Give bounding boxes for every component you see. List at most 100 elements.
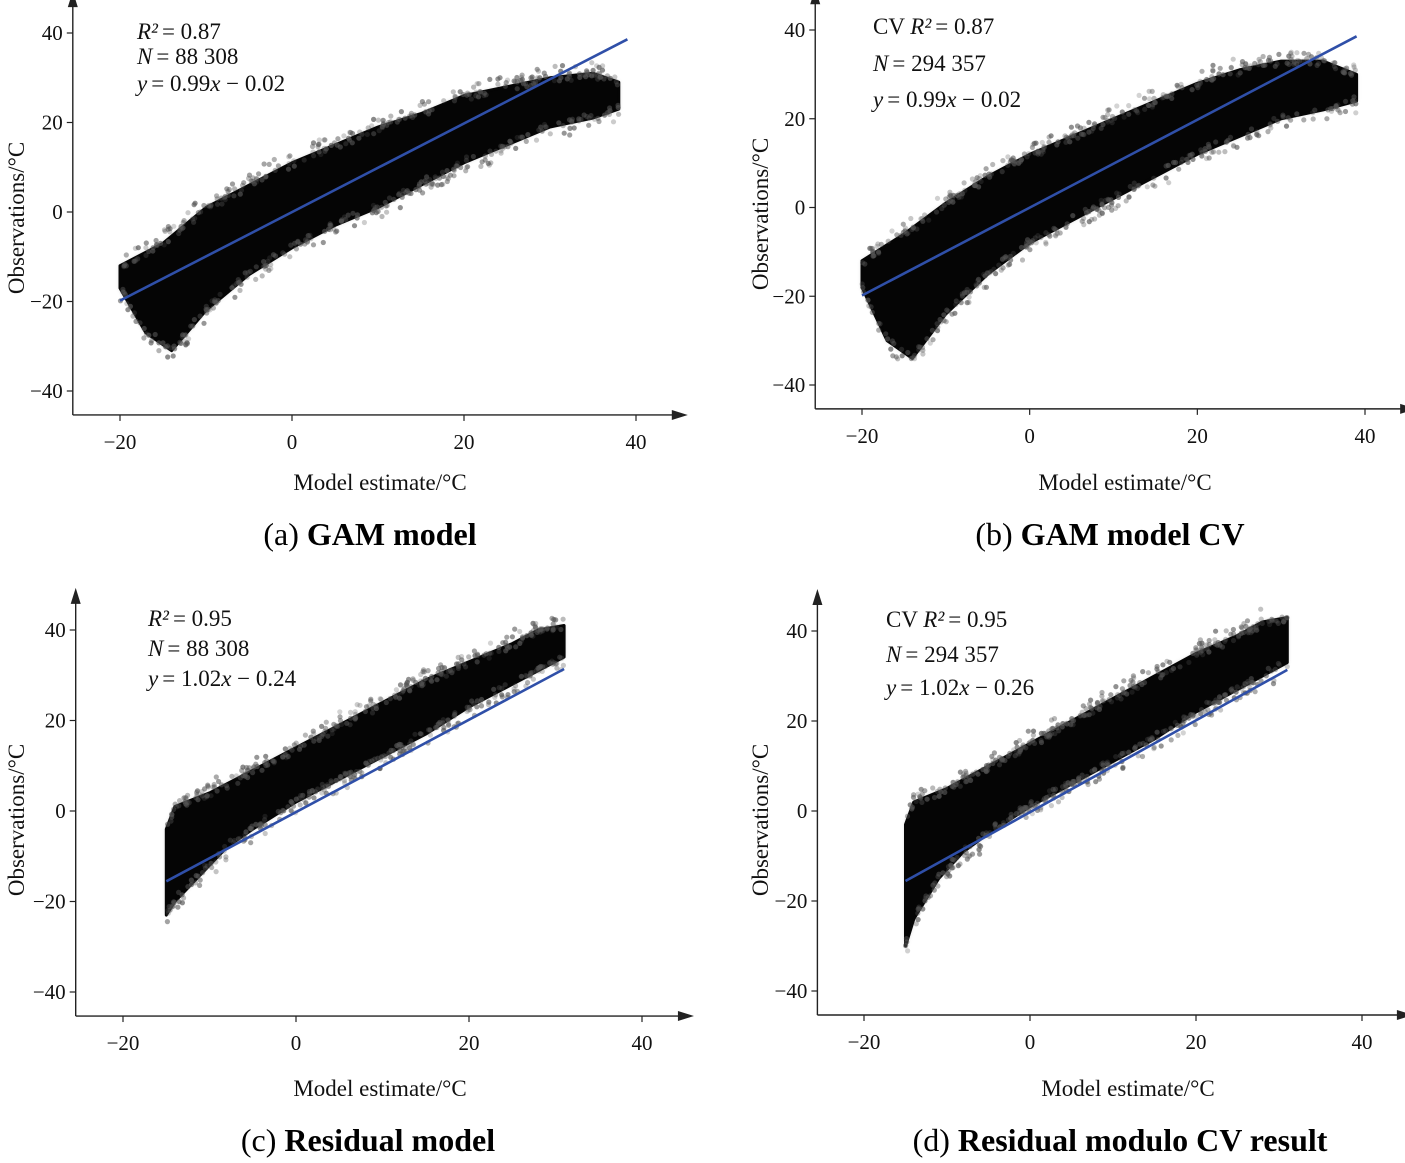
scatter-point-b xyxy=(1351,94,1357,100)
scatter-point-b xyxy=(1102,114,1108,121)
scatter-point-d xyxy=(1190,712,1196,718)
scatter-point-d xyxy=(1245,678,1251,685)
y-tick-label-d-40: 40 xyxy=(786,619,807,643)
scatter-point-c xyxy=(352,715,358,722)
axis-titles-b: Model estimate/°C Observations/°C xyxy=(748,138,1212,495)
scatter-point-d xyxy=(1149,735,1155,741)
scatter-point-b xyxy=(888,346,894,352)
scatter-point-b xyxy=(1068,124,1074,130)
scatter-point-d xyxy=(931,794,938,801)
scatter-point-b xyxy=(1127,183,1133,190)
scatter-point-d xyxy=(1008,811,1014,817)
scatter-point-d xyxy=(1265,665,1271,672)
y-tick-label-a-0: 0 xyxy=(52,200,63,224)
scatter-point-a xyxy=(143,331,149,337)
scatter-point-c xyxy=(493,692,499,698)
scatter-point-c xyxy=(352,711,358,718)
y-tick-label-b--20: −20 xyxy=(772,284,805,308)
scatter-point-b xyxy=(1301,50,1307,56)
scatter-point-a xyxy=(305,233,311,239)
scatter-point-a xyxy=(365,125,371,131)
scatter-point-d xyxy=(934,788,940,795)
scatter-point-b xyxy=(1039,139,1045,146)
scatter-point-d xyxy=(1241,684,1247,690)
scatter-point-a xyxy=(372,205,378,211)
scatter-point-d xyxy=(975,771,981,777)
scatter-point-d xyxy=(1222,638,1228,644)
scatter-point-a xyxy=(375,117,381,123)
scatter-point-b xyxy=(1090,125,1096,131)
scatter-point-b xyxy=(934,328,941,334)
scatter-point-b xyxy=(920,218,926,224)
scatter-point-b xyxy=(1190,156,1196,162)
scatter-point-c xyxy=(496,648,502,655)
stat-n-d: N = 294 357 xyxy=(885,642,999,667)
scatter-point-b xyxy=(1315,61,1322,67)
scatter-point-b xyxy=(1165,162,1171,168)
scatter-point-d xyxy=(1013,740,1019,746)
scatter-point-a xyxy=(181,218,187,224)
scatter-point-a xyxy=(242,270,248,276)
scatter-point-b xyxy=(1173,159,1179,166)
scatter-point-c xyxy=(205,784,211,790)
scatter-point-a xyxy=(511,78,517,84)
scatter-point-a xyxy=(589,73,595,79)
scatter-point-c xyxy=(520,635,526,641)
scatter-point-c xyxy=(283,755,289,761)
scatter-point-c xyxy=(253,821,259,827)
scatter-point-d xyxy=(1052,786,1059,792)
scatter-point-d xyxy=(1120,765,1126,771)
scatter-point-b xyxy=(1108,117,1114,123)
scatter-point-d xyxy=(1241,629,1247,636)
scatter-point-b xyxy=(974,175,980,181)
scatter-point-a xyxy=(192,200,198,206)
scatter-point-c xyxy=(554,624,560,630)
scatter-point-b xyxy=(875,249,882,255)
scatter-point-c xyxy=(509,634,515,640)
scatter-point-b xyxy=(1314,62,1320,68)
scatter-point-b xyxy=(1210,68,1216,74)
scatter-point-c xyxy=(328,780,335,786)
scatter-point-a xyxy=(190,323,196,329)
scatter-point-a xyxy=(339,217,345,223)
scatter-point-c xyxy=(557,654,563,660)
scatter-point-c xyxy=(172,801,178,807)
scatter-point-d xyxy=(1198,711,1204,717)
x-tick-label-d-20: 20 xyxy=(1186,1030,1207,1054)
scatter-point-a xyxy=(135,256,141,262)
x-tick-label-b-40: 40 xyxy=(1355,424,1376,448)
scatter-point-a xyxy=(302,241,308,247)
scatter-point-a xyxy=(524,84,530,90)
scatter-point-d xyxy=(1135,753,1141,759)
scatter-point-d xyxy=(1229,688,1235,694)
scatter-point-c xyxy=(341,777,347,784)
scatter-point-a xyxy=(486,162,492,168)
scatter-point-c xyxy=(317,733,323,739)
scatter-point-a xyxy=(400,187,406,193)
stats-block-a: R² = 0.87 N = 88 308 y = 0.99x − 0.02 xyxy=(135,19,285,96)
scatter-point-d xyxy=(1234,684,1240,690)
scatter-point-d xyxy=(970,771,976,777)
scatter-point-d xyxy=(1269,616,1275,622)
scatter-point-c xyxy=(298,743,304,749)
scatter-point-a xyxy=(286,160,292,167)
scatter-point-d xyxy=(1216,694,1223,700)
scatter-point-b xyxy=(1210,67,1216,73)
scatter-point-b xyxy=(1126,103,1132,109)
scatter-point-a xyxy=(217,291,223,297)
scatter-point-d xyxy=(1085,781,1091,788)
scatter-point-c xyxy=(499,694,505,700)
scatter-point-c xyxy=(311,738,317,744)
scatter-point-b xyxy=(1246,65,1252,71)
scatter-point-c xyxy=(202,862,208,869)
scatter-point-a xyxy=(542,124,548,130)
caption-a: (a) GAM model xyxy=(263,516,476,552)
scatter-point-a xyxy=(331,140,338,146)
scatter-point-a xyxy=(149,337,155,344)
scatter-point-b xyxy=(1106,204,1112,210)
scatter-point-c xyxy=(197,877,203,883)
scatter-point-b xyxy=(870,248,876,254)
scatter-point-d xyxy=(1254,627,1260,633)
scatter-point-b xyxy=(1032,150,1038,156)
scatter-point-d xyxy=(1064,721,1070,727)
